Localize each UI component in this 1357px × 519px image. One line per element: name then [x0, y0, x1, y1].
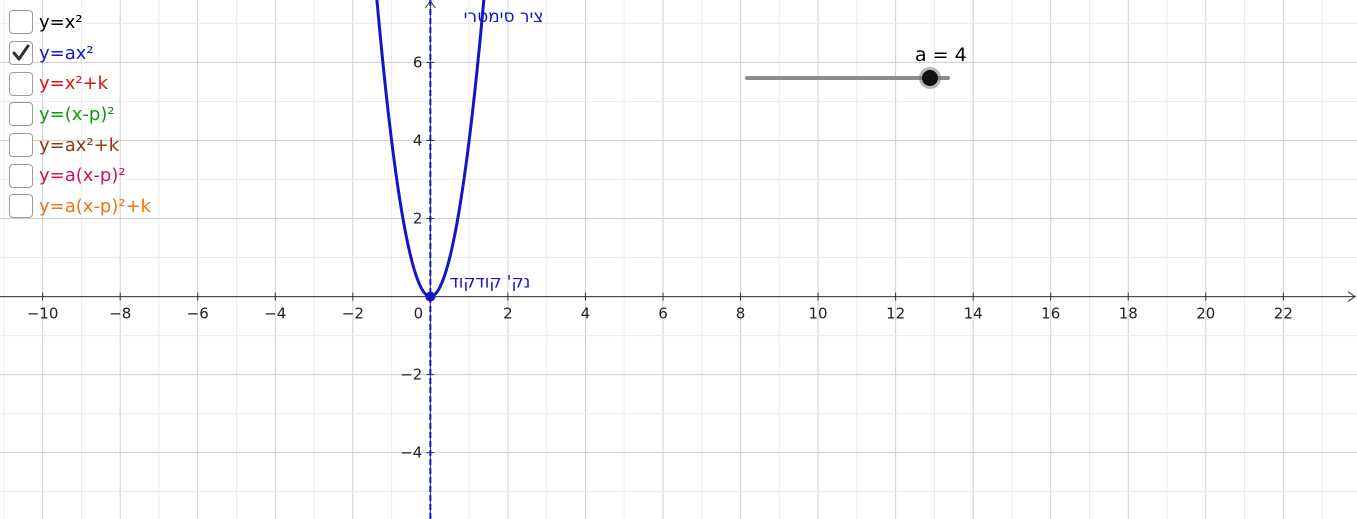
x-axis-arrow	[1347, 291, 1356, 302]
x-tick-label: −10	[27, 305, 59, 323]
checkbox-y-ax2[interactable]: y=ax²	[9, 38, 209, 69]
x-tick-label: 10	[809, 305, 828, 323]
checkbox-box[interactable]	[9, 41, 33, 66]
symmetry-axis-label: ציר סימטרי	[464, 7, 544, 27]
x-tick-label: −8	[109, 305, 131, 323]
x-tick-label: 16	[1041, 305, 1060, 323]
function-checkbox-list: y=x² y=ax² y=x²+k y=(x-p)² y=ax²+k y=a(x…	[9, 7, 209, 222]
x-tick-label: 6	[658, 305, 668, 323]
y-tick-label: −2	[400, 366, 422, 384]
checkbox-y-ax2-plus-k[interactable]: y=ax²+k	[9, 130, 209, 161]
x-tick-label: 18	[1119, 305, 1138, 323]
x-tick-label: 8	[736, 305, 746, 323]
checkbox-label: y=ax²+k	[39, 134, 120, 156]
checkbox-y-x2[interactable]: y=x²	[9, 7, 209, 38]
checkbox-box[interactable]	[9, 163, 33, 188]
y-tick-label: 4	[413, 131, 423, 149]
x-tick-label: 14	[964, 305, 983, 323]
vertex-point[interactable]	[425, 291, 436, 302]
slider-track[interactable]	[745, 76, 950, 80]
y-tick-label: 6	[413, 53, 423, 71]
checkbox-box[interactable]	[9, 71, 33, 96]
x-tick-label: 12	[886, 305, 905, 323]
checkbox-label: y=x²+k	[39, 73, 109, 95]
x-tick-label: 2	[503, 305, 513, 323]
tick-labels: −10 −8 −6 −4 −2 0 2 4 6 8 10 12 14 16 18 20 22 −4 −2 2 4 6	[27, 53, 1293, 461]
x-tick-label: −6	[187, 305, 209, 323]
checkbox-box[interactable]	[9, 133, 33, 158]
x-tick-label: 0	[414, 305, 424, 323]
checkbox-box[interactable]	[9, 194, 33, 219]
x-tick-label: 20	[1196, 305, 1215, 323]
vertex-label: נק' קודקוד	[449, 273, 530, 293]
checkbox-label: y=x²	[39, 11, 83, 33]
checkmark-icon	[12, 44, 30, 61]
slider-knob[interactable]	[921, 70, 938, 86]
slider-value-label: a = 4	[915, 44, 967, 66]
x-tick-label: −2	[342, 305, 364, 323]
y-tick-label: −4	[400, 444, 422, 462]
checkbox-box[interactable]	[9, 10, 33, 35]
x-tick-label: 4	[581, 305, 591, 323]
checkbox-box[interactable]	[9, 102, 33, 127]
y-tick-label: 2	[413, 210, 423, 228]
checkbox-y-x-minus-p-2[interactable]: y=(x-p)²	[9, 99, 209, 130]
checkbox-label: y=a(x-p)²	[39, 165, 126, 187]
x-tick-label: −4	[264, 305, 286, 323]
slider-a[interactable]: a = 4	[745, 40, 967, 90]
checkbox-y-a-x-minus-p-2-plus-k[interactable]: y=a(x-p)²+k	[9, 191, 209, 222]
checkbox-label: y=a(x-p)²+k	[39, 195, 152, 217]
checkbox-label: y=(x-p)²	[39, 103, 115, 125]
checkbox-label: y=ax²	[39, 42, 94, 64]
x-tick-label: 22	[1274, 305, 1293, 323]
checkbox-y-x2-plus-k[interactable]: y=x²+k	[9, 68, 209, 99]
checkbox-y-a-x-minus-p-2[interactable]: y=a(x-p)²	[9, 160, 209, 191]
